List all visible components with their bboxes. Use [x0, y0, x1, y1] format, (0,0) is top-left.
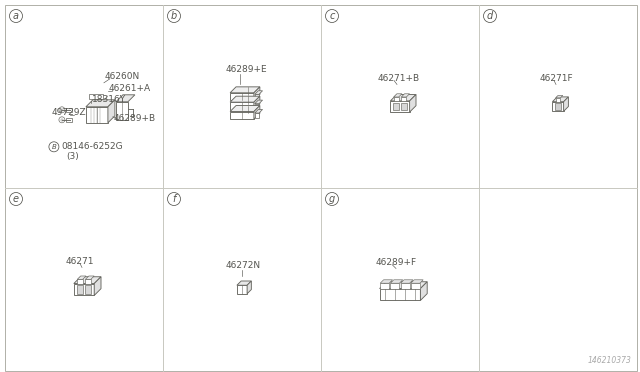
Polygon shape — [255, 104, 259, 108]
Polygon shape — [254, 87, 260, 100]
Polygon shape — [552, 102, 564, 111]
Polygon shape — [394, 97, 399, 101]
Polygon shape — [411, 283, 420, 289]
Text: 46271+B: 46271+B — [378, 74, 420, 83]
Text: 49729Z: 49729Z — [52, 108, 86, 117]
Circle shape — [483, 10, 497, 22]
Polygon shape — [86, 100, 115, 107]
Text: 146210373: 146210373 — [588, 356, 632, 365]
Polygon shape — [230, 106, 260, 112]
Polygon shape — [401, 94, 410, 97]
Circle shape — [168, 192, 180, 205]
Polygon shape — [390, 94, 416, 101]
Text: 08146-6252G: 08146-6252G — [61, 142, 122, 151]
Text: c: c — [330, 11, 335, 21]
Circle shape — [49, 142, 59, 152]
Polygon shape — [411, 280, 423, 283]
Polygon shape — [401, 97, 406, 101]
Polygon shape — [247, 281, 252, 294]
Polygon shape — [85, 279, 91, 283]
Polygon shape — [94, 277, 101, 295]
Polygon shape — [390, 280, 403, 283]
Text: b: b — [171, 11, 177, 21]
Polygon shape — [393, 103, 399, 110]
Polygon shape — [254, 106, 260, 119]
Text: 18316Y: 18316Y — [92, 95, 126, 104]
Polygon shape — [255, 91, 262, 94]
Text: 46289+E: 46289+E — [226, 65, 268, 74]
Polygon shape — [556, 98, 561, 102]
Text: e: e — [13, 194, 19, 204]
Polygon shape — [116, 102, 128, 120]
Text: (3): (3) — [66, 152, 79, 161]
Polygon shape — [237, 285, 247, 294]
Polygon shape — [564, 97, 568, 111]
Polygon shape — [230, 87, 260, 93]
Polygon shape — [556, 103, 561, 110]
Polygon shape — [74, 277, 101, 283]
Polygon shape — [380, 289, 420, 301]
Polygon shape — [237, 281, 252, 285]
Polygon shape — [390, 283, 399, 289]
Text: 46271: 46271 — [66, 257, 95, 266]
Polygon shape — [552, 97, 568, 102]
Text: a: a — [13, 11, 19, 21]
Text: 46289+F: 46289+F — [376, 258, 417, 267]
Polygon shape — [380, 280, 392, 283]
Polygon shape — [410, 94, 416, 112]
Polygon shape — [255, 94, 259, 99]
Polygon shape — [230, 102, 254, 110]
Polygon shape — [230, 96, 260, 102]
Polygon shape — [85, 276, 94, 279]
Polygon shape — [77, 285, 83, 294]
Polygon shape — [77, 279, 83, 283]
Text: B: B — [52, 144, 56, 150]
Polygon shape — [66, 118, 72, 122]
Polygon shape — [401, 280, 413, 283]
Polygon shape — [254, 96, 260, 110]
Polygon shape — [380, 282, 428, 289]
Polygon shape — [86, 107, 108, 123]
Circle shape — [10, 192, 22, 205]
Polygon shape — [401, 103, 407, 110]
Polygon shape — [556, 96, 563, 98]
Polygon shape — [74, 283, 94, 295]
Polygon shape — [116, 95, 135, 102]
Text: 46261+A: 46261+A — [109, 84, 151, 93]
Circle shape — [326, 10, 339, 22]
Text: 46271F: 46271F — [540, 74, 573, 83]
Polygon shape — [255, 113, 259, 118]
Polygon shape — [77, 276, 86, 279]
Polygon shape — [420, 282, 428, 301]
Polygon shape — [380, 283, 389, 289]
Text: g: g — [329, 194, 335, 204]
Polygon shape — [66, 108, 72, 112]
Polygon shape — [394, 94, 402, 97]
Circle shape — [168, 10, 180, 22]
Polygon shape — [390, 101, 410, 112]
Polygon shape — [401, 283, 410, 289]
Circle shape — [326, 192, 339, 205]
Circle shape — [59, 107, 65, 113]
Polygon shape — [255, 100, 262, 104]
Polygon shape — [108, 100, 115, 123]
Polygon shape — [84, 285, 92, 294]
Polygon shape — [230, 112, 254, 119]
Text: f: f — [172, 194, 176, 204]
Text: 46272N: 46272N — [226, 261, 261, 270]
Text: d: d — [487, 11, 493, 21]
Text: 46260N: 46260N — [105, 72, 140, 81]
Text: 46289+B: 46289+B — [114, 114, 156, 123]
Polygon shape — [230, 93, 254, 100]
Polygon shape — [255, 109, 262, 113]
Circle shape — [59, 117, 65, 123]
Circle shape — [10, 10, 22, 22]
